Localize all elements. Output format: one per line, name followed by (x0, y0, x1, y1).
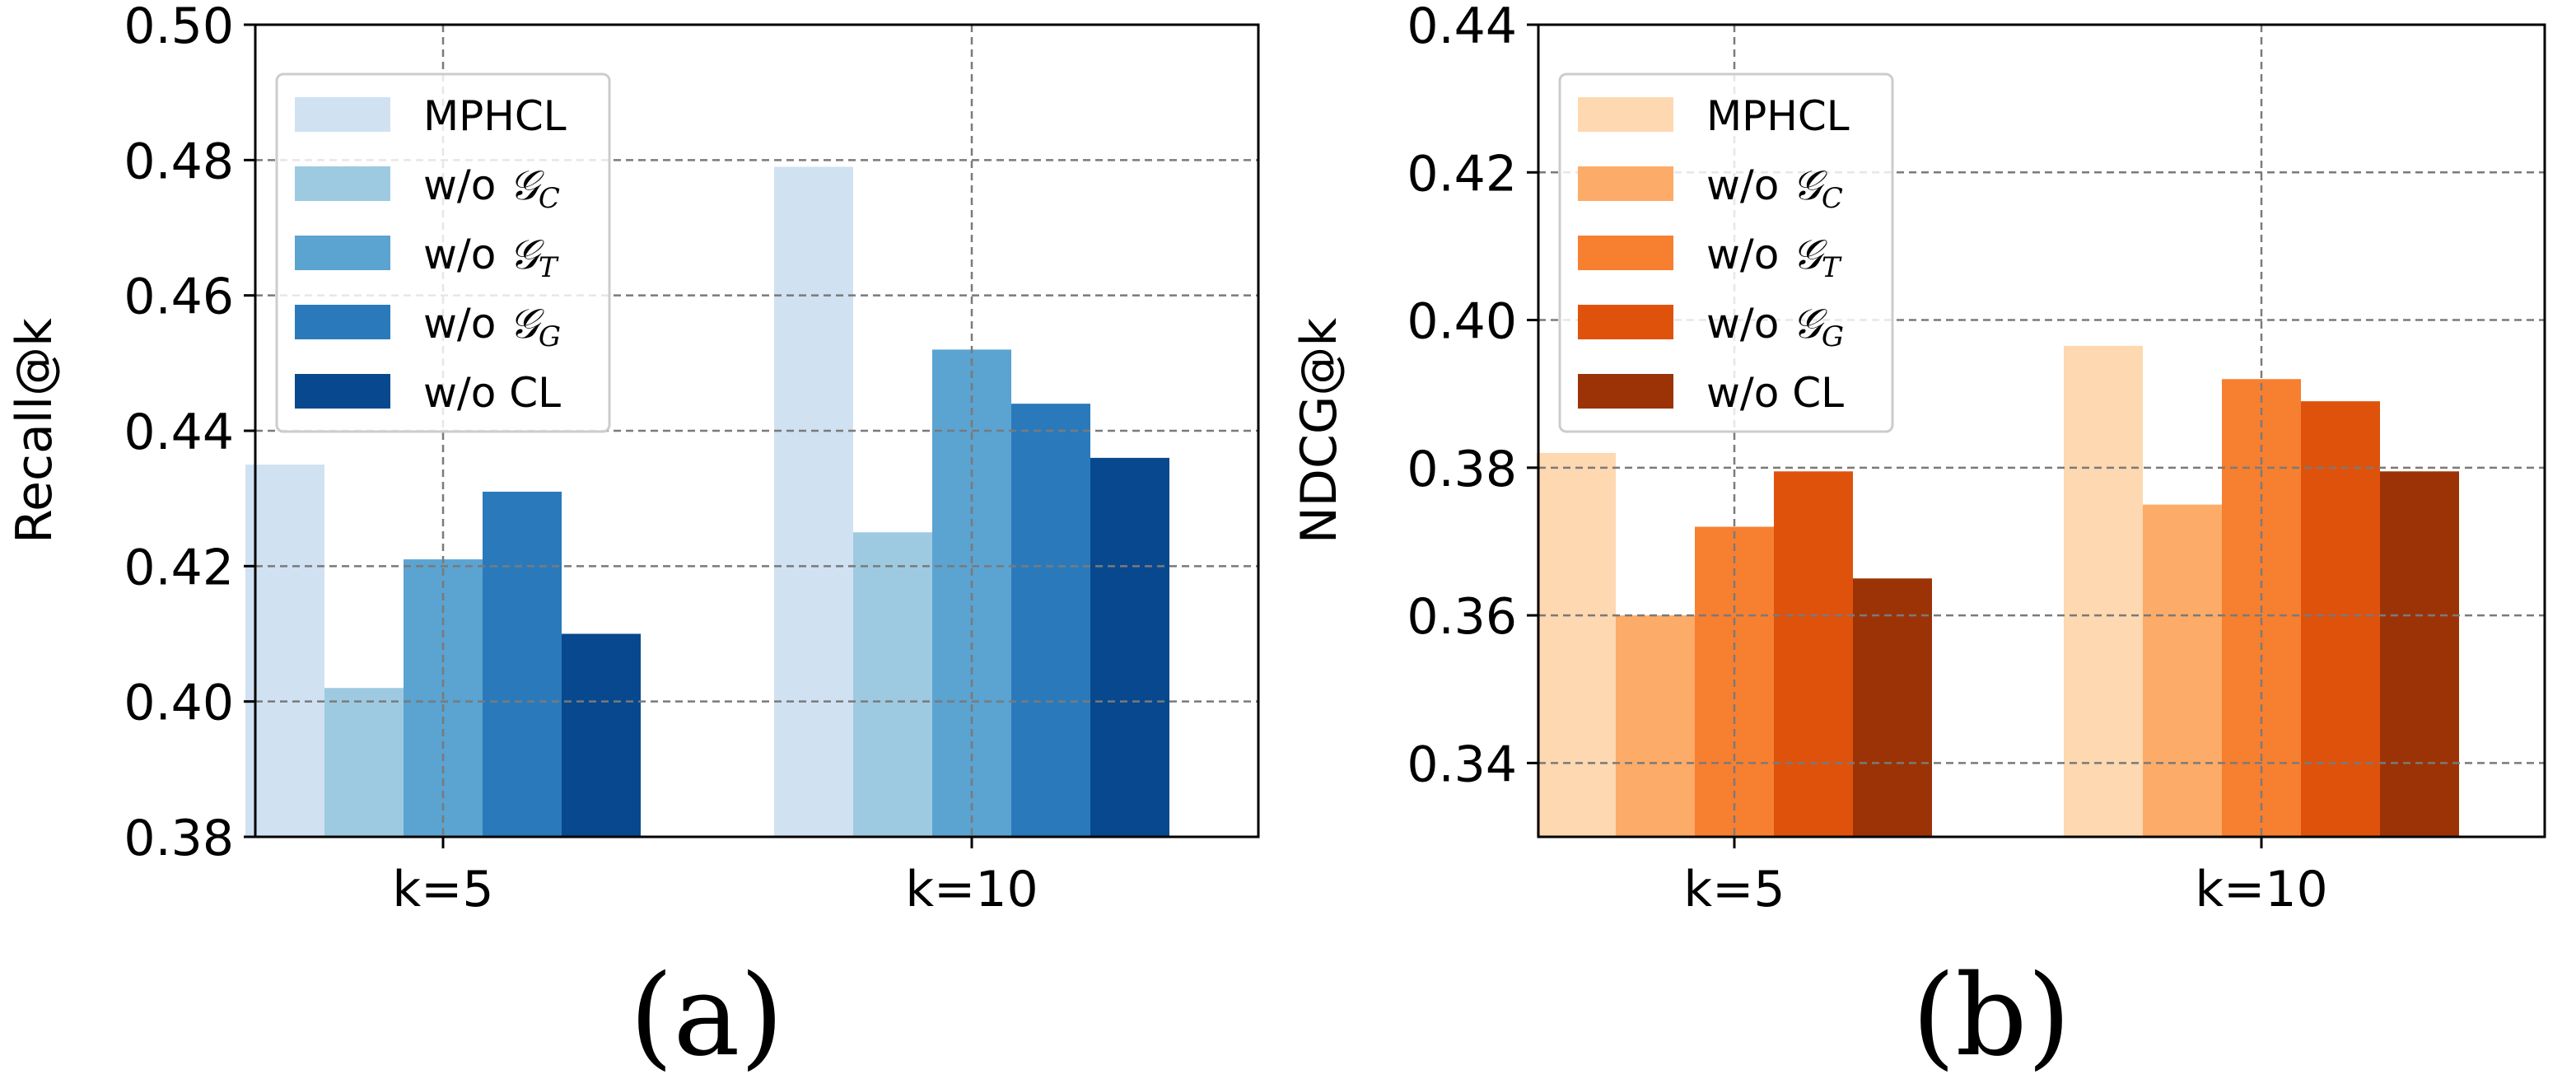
bar-w-o-cl-k5 (1853, 578, 1932, 837)
bar-mphcl-k10 (2064, 345, 2143, 837)
legend: MPHCL w/o 𝒢C w/o 𝒢T w/o 𝒢G w/o CL (1558, 72, 1894, 433)
legend-swatch (1578, 305, 1673, 339)
x-tick-label: k=5 (1683, 861, 1785, 918)
y-tick-label: 0.34 (1407, 736, 1517, 793)
bar-wo-gc-k5 (324, 688, 404, 837)
bar-wo-gc-k10 (2143, 504, 2222, 837)
x-tick-label: k=10 (2195, 861, 2327, 918)
legend-swatch (295, 236, 390, 270)
bar-mphcl-k5 (245, 465, 324, 837)
bar-w-o-cl-k10 (2380, 471, 2459, 837)
legend-label: w/o 𝒢G (1706, 300, 1844, 353)
legend-label: w/o 𝒢C (423, 161, 560, 215)
bar-w-o-cl-k10 (1090, 457, 1169, 837)
legend-box (275, 72, 611, 433)
legend-label: w/o 𝒢T (1706, 231, 1842, 284)
y-tick-label: 0.36 (1407, 588, 1517, 646)
legend-label: MPHCL (423, 92, 567, 140)
legend-swatch (295, 374, 390, 409)
y-axis-label: NDCG@k (1290, 318, 1348, 544)
bar-wo-gg-k10 (1011, 404, 1090, 838)
bar-wo-gc-k5 (1616, 615, 1695, 837)
y-tick-label: 0.40 (1407, 293, 1517, 351)
legend-swatch (1578, 236, 1673, 270)
panel-caption: (a) (629, 951, 783, 1079)
chart-panel-b: 0.34 0.36 0.38 0.40 0.42 0.44 k=5 k=10 NDCG@k (b)… (1290, 0, 2546, 1079)
legend-swatch (1578, 374, 1673, 409)
legend-swatch (295, 97, 390, 132)
x-tick-label: k=5 (392, 861, 493, 918)
y-tick-label: 0.48 (124, 133, 234, 190)
legend-label: w/o 𝒢T (423, 231, 559, 284)
legend-label: w/o 𝒢C (1706, 161, 1843, 215)
bar-wo-gc-k10 (853, 532, 932, 837)
panel-caption: (b) (1911, 951, 2070, 1079)
bar-mphcl-k5 (1537, 452, 1616, 837)
y-tick-label: 0.42 (124, 539, 234, 596)
bar-mphcl-k10 (774, 166, 853, 838)
x-tick-label: k=10 (905, 861, 1038, 918)
legend: MPHCL w/o 𝒢C w/o 𝒢T w/o 𝒢G w/o CL (275, 72, 611, 433)
y-axis-label: Recall@k (6, 318, 63, 544)
legend-swatch (295, 305, 390, 339)
plot-frame (1537, 23, 2546, 838)
y-tick-label: 0.40 (124, 675, 234, 732)
legend-swatch (1578, 166, 1673, 201)
legend-label: w/o 𝒢G (423, 300, 561, 353)
y-tick-label: 0.42 (1407, 145, 1517, 203)
bar-wo-gg-k5 (483, 491, 562, 837)
y-tick-label: 0.46 (124, 269, 234, 326)
legend-label: w/o CL (423, 369, 561, 417)
y-tick-label: 0.44 (1407, 0, 1517, 55)
legend-swatch (1578, 97, 1673, 132)
y-tick-label: 0.50 (124, 0, 234, 55)
legend-box (1558, 72, 1894, 433)
legend-label: MPHCL (1706, 92, 1850, 140)
bar-w-o-cl-k5 (562, 633, 641, 837)
legend-label: w/o CL (1706, 369, 1844, 417)
bar-wo-gg-k5 (1774, 471, 1853, 837)
y-tick-label: 0.44 (124, 404, 234, 461)
bar-wo-gg-k10 (2301, 401, 2380, 837)
y-tick-label: 0.38 (124, 810, 234, 867)
legend-swatch (295, 166, 390, 201)
chart-panel-a: 0.38 0.40 0.42 0.44 0.46 0.48 0.50 k=5 k=10 Recal… (6, 0, 1260, 1079)
y-tick-label: 0.38 (1407, 441, 1517, 498)
